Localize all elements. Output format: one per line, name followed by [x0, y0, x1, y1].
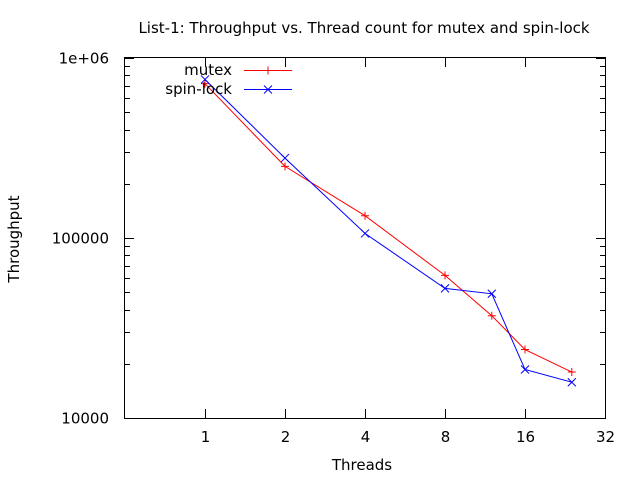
series-mutex — [201, 79, 576, 377]
series-line-spin-lock — [204, 79, 572, 383]
series-layer — [200, 75, 577, 387]
y-tick-label: 100000 — [52, 230, 109, 248]
x-tick-label: 32 — [596, 428, 615, 446]
data-point-mutex — [441, 271, 449, 280]
x-tick-label: 2 — [281, 428, 291, 446]
x-axis-label: Threads — [331, 456, 392, 474]
y-tick-label: 10000 — [61, 410, 109, 428]
y-axis-label: Throughput — [5, 195, 23, 283]
series-line-mutex — [204, 83, 573, 373]
axis-ticks: 1 2 4 8 16 32 10000 100000 1e+06 — [52, 50, 615, 447]
x-tick-label: 8 — [441, 428, 451, 446]
x-tick-label: 16 — [516, 428, 535, 446]
data-point-spin-lock — [280, 153, 290, 163]
legend-marker — [263, 85, 273, 94]
data-point-spin-lock — [520, 365, 530, 374]
data-point-spin-lock — [567, 377, 577, 387]
plot-area — [124, 57, 606, 419]
data-point-mutex — [281, 162, 289, 171]
data-point-spin-lock — [487, 289, 497, 299]
y-tick-label: 1e+06 — [59, 50, 109, 68]
legend-marker — [264, 66, 272, 75]
data-point-mutex — [521, 345, 529, 354]
data-point-mutex — [201, 79, 209, 88]
legend-label: mutex — [184, 61, 232, 79]
data-point-spin-lock — [440, 284, 450, 293]
series-spin-lock — [200, 75, 577, 387]
data-point-spin-lock — [200, 75, 210, 84]
chart-title: List-1: Throughput vs. Thread count for … — [138, 19, 589, 37]
legend-item-spin-lock: spin-lock — [165, 80, 292, 98]
x-tick-label: 1 — [201, 428, 211, 446]
data-point-mutex — [567, 368, 576, 377]
data-point-mutex — [361, 211, 369, 220]
legend-item-mutex: mutex — [184, 61, 292, 79]
x-tick-label: 4 — [361, 428, 371, 446]
data-point-mutex — [487, 311, 496, 320]
data-point-spin-lock — [360, 229, 370, 238]
legend-label: spin-lock — [165, 80, 232, 98]
